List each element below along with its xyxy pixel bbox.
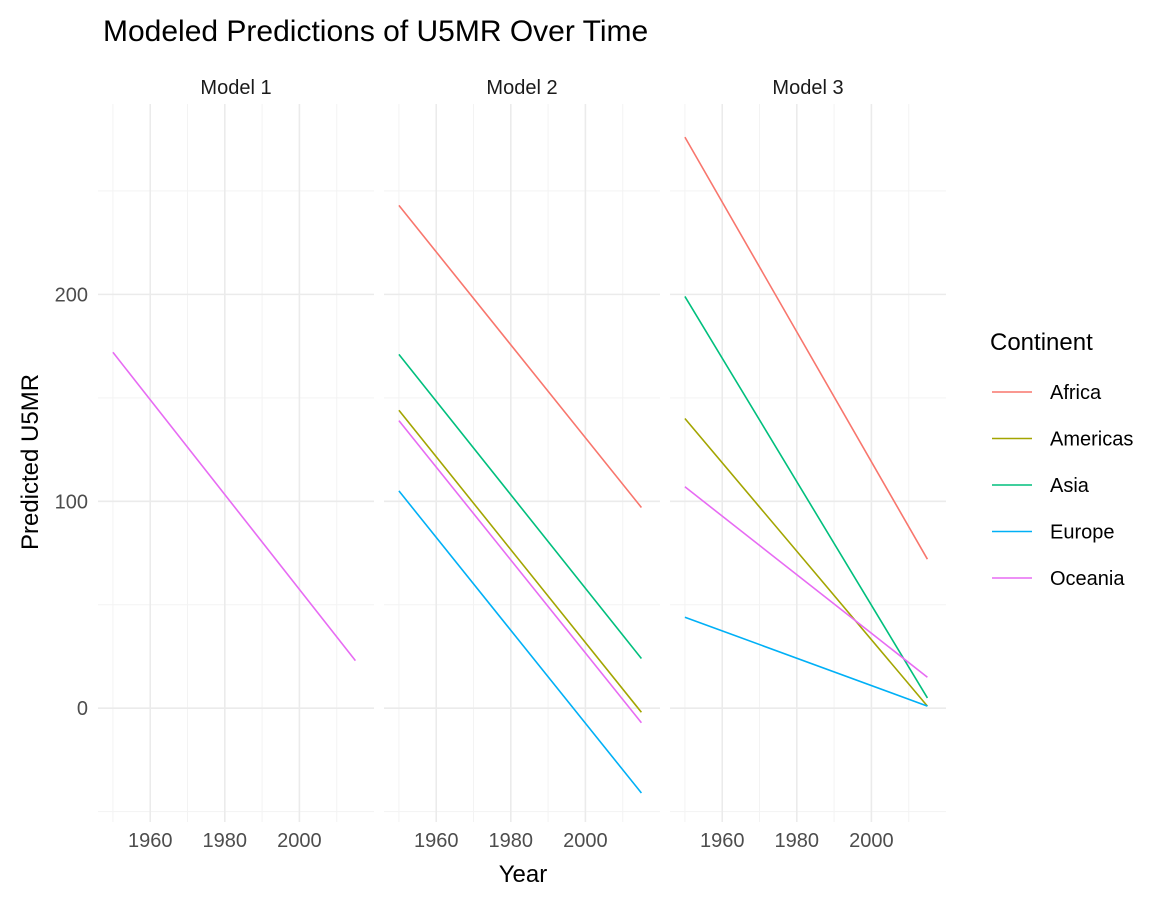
series-line-oceania	[684, 486, 928, 678]
x-axis-title: Year	[499, 861, 548, 888]
series-line-europe	[398, 490, 643, 794]
x-tick-label: 1960	[128, 830, 173, 852]
legend: Continent Africa Americas Asia Europe Oceani…	[990, 329, 1133, 590]
chart-title: Modeled Predictions of U5MR Over Time	[103, 15, 648, 48]
x-tick-label: 2000	[277, 830, 322, 852]
x-tick-label: 2000	[849, 830, 894, 852]
x-tick-label: 1980	[775, 830, 820, 852]
series-line-africa	[684, 136, 929, 560]
y-tick-label: 100	[55, 491, 88, 513]
facet-panel: Model 3 1960 1980 2000	[670, 77, 946, 852]
x-tick-label: 1980	[203, 830, 248, 852]
facet-title: Model 1	[200, 77, 271, 99]
x-tick-label: 1980	[489, 830, 534, 852]
legend-label-asia: Asia	[1050, 475, 1090, 497]
series-line-asia	[684, 295, 929, 699]
facet-panels: Model 1 1960 1980 2000 0 100 200 Model 2 1960 198…	[55, 77, 946, 852]
facet-panel: Model 2 1960 1980 2000	[384, 77, 660, 852]
legend-label-americas: Americas	[1050, 429, 1133, 451]
series-line-americas	[684, 417, 929, 707]
y-axis-title: Predicted U5MR	[17, 374, 44, 550]
series-line-asia	[398, 353, 643, 659]
series-line-africa	[398, 204, 643, 509]
series-line-oceania	[398, 420, 643, 724]
series-line-oceania	[112, 351, 357, 662]
x-tick-label: 1960	[414, 830, 459, 852]
y-tick-label: 0	[77, 698, 88, 720]
series-line-europe	[684, 616, 928, 707]
x-tick-label: 2000	[563, 830, 608, 852]
legend-label-africa: Africa	[1050, 382, 1102, 404]
facet-title: Model 2	[486, 77, 557, 99]
facet-panel: Model 1 1960 1980 2000 0 100 200	[55, 77, 374, 852]
legend-title: Continent	[990, 329, 1093, 356]
facet-title: Model 3	[772, 77, 843, 99]
series-line-americas	[398, 409, 643, 713]
y-tick-label: 200	[55, 284, 88, 306]
x-tick-label: 1960	[700, 830, 745, 852]
legend-label-oceania: Oceania	[1050, 568, 1125, 590]
legend-label-europe: Europe	[1050, 522, 1115, 544]
